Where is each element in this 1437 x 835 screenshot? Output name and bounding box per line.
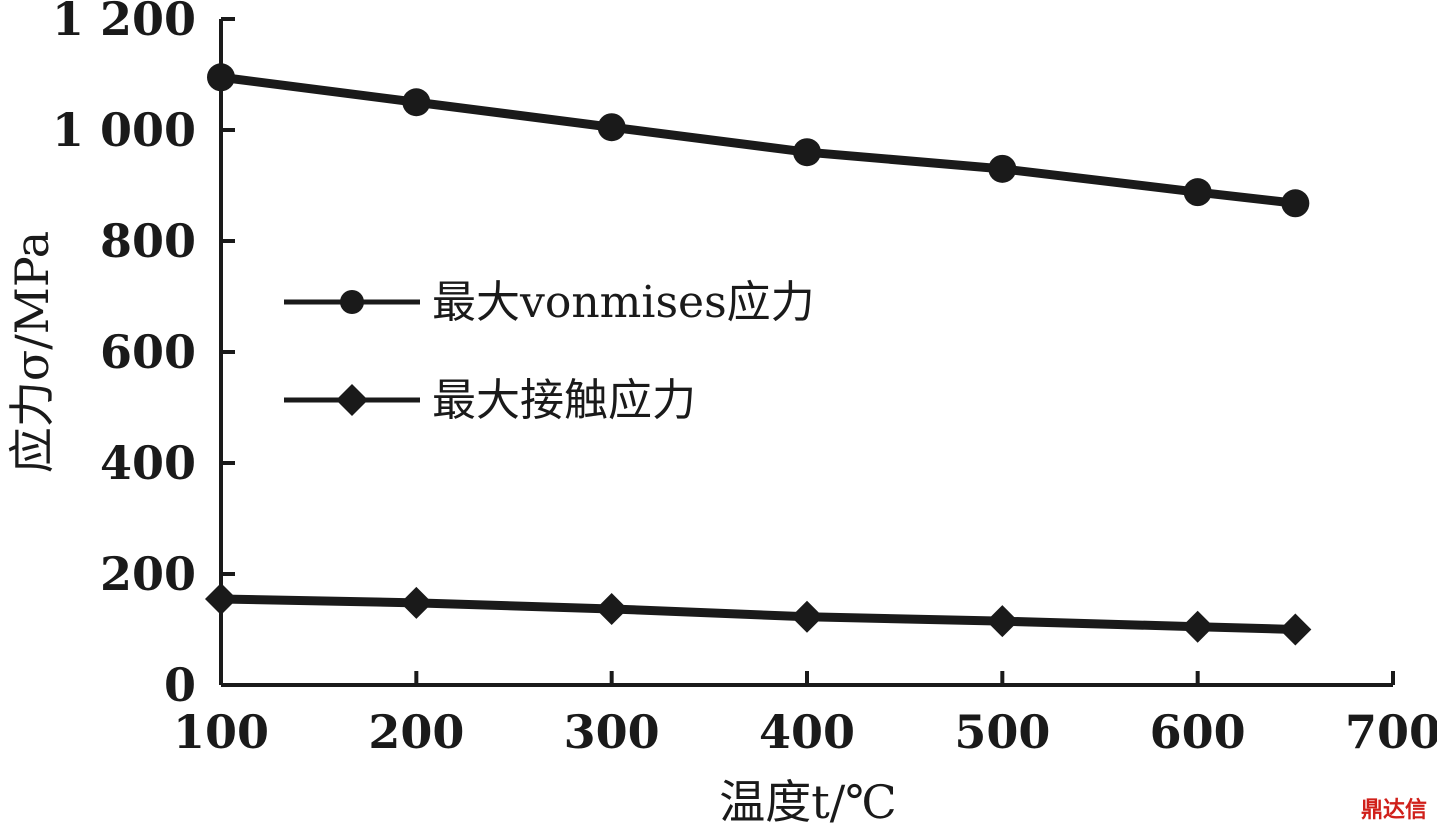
x-tick-label: 300 — [564, 705, 660, 759]
x-tick-label: 100 — [173, 705, 269, 759]
data-point — [986, 605, 1019, 638]
x-tick-label: 600 — [1150, 705, 1246, 759]
data-point — [207, 63, 235, 92]
legend-label: 最大vonmises应力 — [432, 277, 815, 328]
data-point — [205, 582, 237, 615]
series-line — [220, 594, 1296, 634]
y-tick-label: 1 000 — [52, 103, 196, 157]
axes — [219, 19, 1393, 687]
x-tick-label: 200 — [368, 705, 464, 759]
y-tick-label: 400 — [100, 436, 196, 490]
legend-label: 最大接触应力 — [432, 375, 696, 426]
data-point — [400, 586, 433, 619]
y-tick-label: 800 — [100, 214, 196, 268]
y-tick-label: 200 — [100, 547, 196, 601]
y-axis-label: 应力σ/MPa — [5, 231, 59, 473]
legend-item-2: 最大接触应力 — [284, 375, 696, 426]
legend-item-1: 最大vonmises应力 — [284, 277, 815, 328]
watermark-logo: 鼎达信 — [1360, 798, 1427, 823]
data-point — [793, 138, 821, 167]
series-layer — [205, 63, 1312, 646]
y-tick-label: 600 — [100, 325, 196, 379]
y-tick-label: 0 — [164, 658, 196, 712]
x-axis-ticks: 100 200 300 400 500 600 700 — [173, 671, 1437, 759]
data-point — [988, 154, 1017, 183]
y-axis-ticks: 0 200 400 600 800 1 000 1 200 — [52, 0, 235, 712]
x-tick-label: 500 — [954, 705, 1050, 759]
series-line — [220, 72, 1296, 208]
y-tick-label: 1 200 — [52, 0, 196, 46]
data-point — [402, 88, 431, 117]
series-1 — [207, 63, 1310, 218]
x-tick-label: 700 — [1345, 705, 1437, 759]
data-point — [1281, 189, 1310, 218]
x-axis-label: 温度t/℃ — [719, 775, 896, 829]
data-point — [1183, 178, 1212, 207]
legend-marker — [336, 384, 368, 416]
data-point — [791, 600, 823, 633]
data-point — [597, 113, 626, 142]
data-point — [595, 592, 628, 625]
series-2 — [205, 582, 1312, 646]
x-tick-label: 400 — [759, 705, 855, 759]
data-point — [1279, 613, 1312, 646]
data-point — [1181, 610, 1214, 643]
legend-marker — [340, 290, 364, 314]
